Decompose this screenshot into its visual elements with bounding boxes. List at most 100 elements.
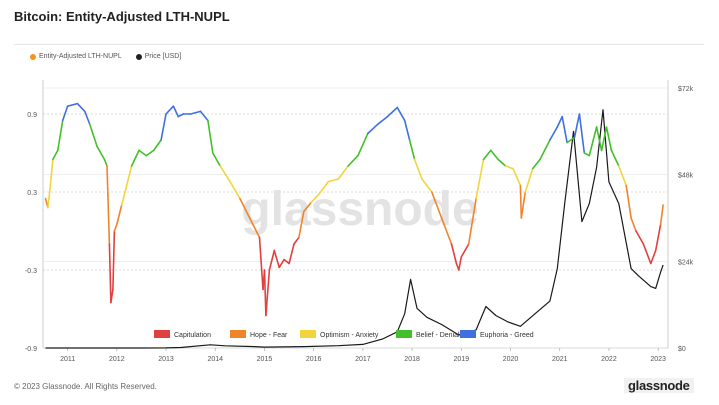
zone-swatch [396,330,412,338]
nupl-segment [108,243,112,304]
nupl-segment [138,149,148,157]
right-tick-label: $48k [678,173,694,180]
x-tick-label: 2013 [158,356,174,363]
x-tick-label: 2014 [207,356,223,363]
nupl-segment [120,184,128,206]
nupl-segment [49,158,54,187]
legend-label-nupl: Entity-Adjusted LTH-NUPL [39,53,122,60]
x-tick-label: 2017 [355,356,371,363]
right-tick-label: $72k [678,86,694,93]
zone-legend: Capitulation Hope - Fear Optimism - Anxiet… [154,330,534,339]
zone-swatch [300,330,316,338]
nupl-segment [539,139,551,161]
nupl-segment [457,256,463,271]
nupl-segment [310,193,320,204]
zone-swatch [460,330,476,338]
legend-item-price[interactable]: Price [USD] [135,53,182,60]
nupl-segment [145,149,155,157]
nupl-segment [610,149,620,167]
nupl-segment [248,217,261,239]
legend-dot-nupl [30,53,36,60]
legend-item-nupl[interactable]: Entity-Adjusted LTH-NUPL [30,53,122,60]
nupl-segment [199,110,209,122]
nupl-segment [268,249,276,271]
nupl-segment [588,126,598,157]
nupl-segment [219,165,231,183]
x-tick-label: 2022 [601,356,617,363]
nupl-segment [76,102,86,113]
zone-swatch [230,330,246,338]
nupl-segment [467,197,477,245]
nupl-segment [630,217,637,232]
zone-swatch [154,330,170,338]
x-tick-label: 2019 [454,356,470,363]
legend-label-price: Price [USD] [144,53,182,60]
nupl-segment [578,113,586,154]
nupl-segment [659,204,664,226]
nupl-segment [116,204,123,226]
nupl-segment [396,106,406,122]
nupl-segment [566,136,576,144]
zone-label: Euphoria - Greed [480,332,534,339]
zone-label: Capitulation [174,332,211,339]
right-axis: $72k $48k $24k $0 [678,86,694,353]
nupl-segment [549,126,559,141]
left-tick-label: 0.9 [27,112,37,119]
left-tick-label: -0.9 [25,346,37,353]
nupl-segment [113,223,118,232]
nupl-segment [165,105,175,115]
nupl-segment [595,126,603,152]
nupl-segment [583,152,591,157]
nupl-segment [130,149,140,167]
nupl-segment [298,210,305,239]
x-tick-label: 2011 [60,356,75,363]
left-axis: 0.9 0.3 -0.3 -0.9 [25,112,37,353]
nupl-segment [642,243,652,265]
nupl-segment [239,197,251,219]
nupl-segment [460,243,470,258]
nupl-segment [531,158,541,170]
nupl-segment [273,249,281,269]
nupl-segment [327,178,340,183]
nupl-segment [283,258,290,265]
nupl-segment [403,119,411,141]
nupl-segment [347,154,359,167]
nupl-segment [152,139,162,152]
x-tick-label: 2020 [503,356,519,363]
nupl-segment [89,123,98,148]
nupl-segment [302,201,313,213]
nupl-segment [573,113,581,139]
left-tick-label: -0.3 [25,268,37,275]
x-tick-label: 2018 [404,356,420,363]
nupl-segment [337,165,349,180]
nupl-segment [649,249,657,265]
nupl-segment [524,167,534,193]
nupl-segment [450,243,458,265]
nupl-segment [519,184,523,219]
x-tick-label: 2012 [109,356,125,363]
chart-title: Bitcoin: Entity-Adjusted LTH-NUPL [14,9,230,24]
nupl-segment [430,191,443,219]
right-tick-label: $24k [678,259,694,266]
nupl-segment [265,269,271,317]
nupl-segment [172,105,180,118]
nupl-segment [56,119,64,152]
nupl-segment [600,126,608,152]
nupl-segment [489,149,500,161]
nupl-segment [561,115,568,144]
legend-dot-price [135,53,142,60]
nupl-segment [386,106,399,118]
nupl-segment [413,158,423,180]
right-tick-label: $0 [678,346,686,353]
nupl-segment [421,178,433,193]
title-divider [14,44,704,45]
nupl-segment [96,145,106,161]
nupl-series [44,102,664,317]
nupl-segment [497,158,507,167]
nupl-segment [106,165,111,245]
nupl-segment [556,115,564,128]
left-tick-label: 0.3 [27,190,37,197]
nupl-segment [635,230,645,245]
nupl-segment [288,243,295,265]
nupl-segment [482,149,492,161]
